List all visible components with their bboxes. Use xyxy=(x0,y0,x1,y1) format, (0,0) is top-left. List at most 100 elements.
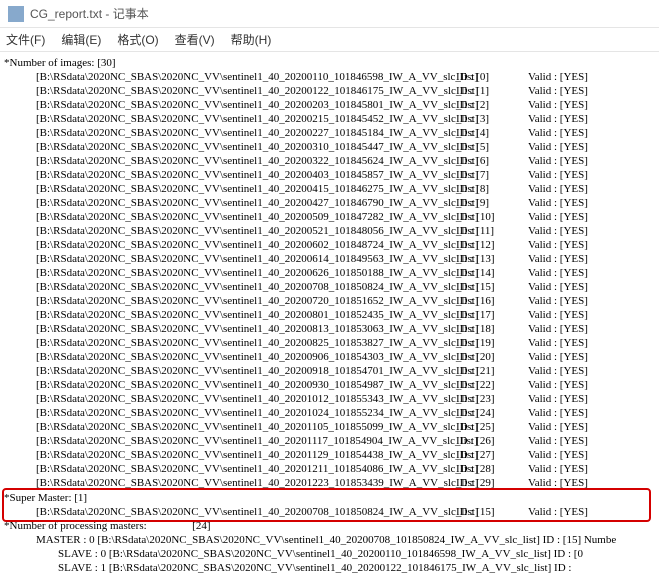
notepad-icon xyxy=(8,6,24,22)
image-path: [B:\RSdata\2020NC_SBAS\2020NC_VV\sentine… xyxy=(4,112,456,126)
image-row: [B:\RSdata\2020NC_SBAS\2020NC_VV\sentine… xyxy=(4,364,655,378)
image-path: [B:\RSdata\2020NC_SBAS\2020NC_VV\sentine… xyxy=(4,126,456,140)
num-images-value: [30] xyxy=(97,57,115,69)
image-id: ID : [21] xyxy=(456,364,528,378)
image-id: ID : [7] xyxy=(456,168,528,182)
image-id: ID : [24] xyxy=(456,406,528,420)
image-valid: Valid : [YES] xyxy=(528,505,588,519)
menu-help[interactable]: 帮助(H) xyxy=(231,31,272,48)
image-row: [B:\RSdata\2020NC_SBAS\2020NC_VV\sentine… xyxy=(4,196,655,210)
image-path: [B:\RSdata\2020NC_SBAS\2020NC_VV\sentine… xyxy=(4,98,456,112)
image-row: [B:\RSdata\2020NC_SBAS\2020NC_VV\sentine… xyxy=(4,112,655,126)
super-master-line: *Super Master: [1] xyxy=(4,491,655,505)
image-valid: Valid : [YES] xyxy=(528,70,588,84)
image-id: ID : [19] xyxy=(456,336,528,350)
image-path: [B:\RSdata\2020NC_SBAS\2020NC_VV\sentine… xyxy=(4,294,456,308)
image-row: [B:\RSdata\2020NC_SBAS\2020NC_VV\sentine… xyxy=(4,392,655,406)
image-id: ID : [23] xyxy=(456,392,528,406)
menu-file[interactable]: 文件(F) xyxy=(6,31,45,48)
image-path: [B:\RSdata\2020NC_SBAS\2020NC_VV\sentine… xyxy=(4,84,456,98)
image-valid: Valid : [YES] xyxy=(528,168,588,182)
image-path: [B:\RSdata\2020NC_SBAS\2020NC_VV\sentine… xyxy=(4,476,456,490)
image-row: [B:\RSdata\2020NC_SBAS\2020NC_VV\sentine… xyxy=(4,462,655,476)
num-images-line: *Number of images: [30] xyxy=(4,56,655,70)
image-path: [B:\RSdata\2020NC_SBAS\2020NC_VV\sentine… xyxy=(4,224,456,238)
window-title: CG_report.txt - 记事本 xyxy=(30,5,149,22)
image-path: [B:\RSdata\2020NC_SBAS\2020NC_VV\sentine… xyxy=(4,140,456,154)
image-row: [B:\RSdata\2020NC_SBAS\2020NC_VV\sentine… xyxy=(4,238,655,252)
image-id: ID : [28] xyxy=(456,462,528,476)
image-path: [B:\RSdata\2020NC_SBAS\2020NC_VV\sentine… xyxy=(4,434,456,448)
image-row: [B:\RSdata\2020NC_SBAS\2020NC_VV\sentine… xyxy=(4,182,655,196)
image-row: [B:\RSdata\2020NC_SBAS\2020NC_VV\sentine… xyxy=(4,280,655,294)
image-path: [B:\RSdata\2020NC_SBAS\2020NC_VV\sentine… xyxy=(4,378,456,392)
image-valid: Valid : [YES] xyxy=(528,476,588,490)
image-id: ID : [4] xyxy=(456,126,528,140)
image-path: [B:\RSdata\2020NC_SBAS\2020NC_VV\sentine… xyxy=(4,238,456,252)
image-row: [B:\RSdata\2020NC_SBAS\2020NC_VV\sentine… xyxy=(4,420,655,434)
image-row: [B:\RSdata\2020NC_SBAS\2020NC_VV\sentine… xyxy=(4,378,655,392)
image-path: [B:\RSdata\2020NC_SBAS\2020NC_VV\sentine… xyxy=(4,182,456,196)
image-id: ID : [12] xyxy=(456,238,528,252)
image-id: ID : [25] xyxy=(456,420,528,434)
image-id: ID : [10] xyxy=(456,210,528,224)
slave-0-line: SLAVE : 0 [B:\RSdata\2020NC_SBAS\2020NC_… xyxy=(4,547,655,561)
image-id: ID : [11] xyxy=(456,224,528,238)
image-row: [B:\RSdata\2020NC_SBAS\2020NC_VV\sentine… xyxy=(4,505,655,519)
image-id: ID : [17] xyxy=(456,308,528,322)
image-path: [B:\RSdata\2020NC_SBAS\2020NC_VV\sentine… xyxy=(4,350,456,364)
image-row: [B:\RSdata\2020NC_SBAS\2020NC_VV\sentine… xyxy=(4,210,655,224)
image-valid: Valid : [YES] xyxy=(528,98,588,112)
image-row: [B:\RSdata\2020NC_SBAS\2020NC_VV\sentine… xyxy=(4,322,655,336)
num-proc-label: *Number of processing masters: xyxy=(4,520,147,532)
super-master-row: [B:\RSdata\2020NC_SBAS\2020NC_VV\sentine… xyxy=(4,505,655,519)
image-valid: Valid : [YES] xyxy=(528,336,588,350)
image-valid: Valid : [YES] xyxy=(528,238,588,252)
image-row: [B:\RSdata\2020NC_SBAS\2020NC_VV\sentine… xyxy=(4,140,655,154)
image-path: [B:\RSdata\2020NC_SBAS\2020NC_VV\sentine… xyxy=(4,322,456,336)
image-row: [B:\RSdata\2020NC_SBAS\2020NC_VV\sentine… xyxy=(4,308,655,322)
image-row: [B:\RSdata\2020NC_SBAS\2020NC_VV\sentine… xyxy=(4,126,655,140)
super-master-label: *Super Master: xyxy=(4,492,72,504)
image-row: [B:\RSdata\2020NC_SBAS\2020NC_VV\sentine… xyxy=(4,294,655,308)
image-valid: Valid : [YES] xyxy=(528,126,588,140)
image-id: ID : [2] xyxy=(456,98,528,112)
image-row: [B:\RSdata\2020NC_SBAS\2020NC_VV\sentine… xyxy=(4,252,655,266)
image-row: [B:\RSdata\2020NC_SBAS\2020NC_VV\sentine… xyxy=(4,336,655,350)
image-id: ID : [13] xyxy=(456,252,528,266)
super-master-count: [1] xyxy=(74,492,87,504)
image-path: [B:\RSdata\2020NC_SBAS\2020NC_VV\sentine… xyxy=(4,462,456,476)
image-valid: Valid : [YES] xyxy=(528,112,588,126)
menu-edit[interactable]: 编辑(E) xyxy=(61,31,101,48)
image-valid: Valid : [YES] xyxy=(528,294,588,308)
image-row: [B:\RSdata\2020NC_SBAS\2020NC_VV\sentine… xyxy=(4,434,655,448)
menu-format[interactable]: 格式(O) xyxy=(117,31,158,48)
num-images-label: *Number of images: xyxy=(4,57,94,69)
image-id: ID : [5] xyxy=(456,140,528,154)
image-valid: Valid : [YES] xyxy=(528,406,588,420)
image-valid: Valid : [YES] xyxy=(528,364,588,378)
image-valid: Valid : [YES] xyxy=(528,252,588,266)
image-valid: Valid : [YES] xyxy=(528,448,588,462)
image-id: ID : [1] xyxy=(456,84,528,98)
image-valid: Valid : [YES] xyxy=(528,280,588,294)
menu-view[interactable]: 查看(V) xyxy=(175,31,215,48)
image-path: [B:\RSdata\2020NC_SBAS\2020NC_VV\sentine… xyxy=(4,406,456,420)
image-row: [B:\RSdata\2020NC_SBAS\2020NC_VV\sentine… xyxy=(4,266,655,280)
image-path: [B:\RSdata\2020NC_SBAS\2020NC_VV\sentine… xyxy=(4,448,456,462)
image-id: ID : [14] xyxy=(456,266,528,280)
image-valid: Valid : [YES] xyxy=(528,140,588,154)
image-valid: Valid : [YES] xyxy=(528,224,588,238)
image-path: [B:\RSdata\2020NC_SBAS\2020NC_VV\sentine… xyxy=(4,420,456,434)
image-id: ID : [29] xyxy=(456,476,528,490)
image-id: ID : [0] xyxy=(456,70,528,84)
image-path: [B:\RSdata\2020NC_SBAS\2020NC_VV\sentine… xyxy=(4,266,456,280)
menu-bar: 文件(F) 编辑(E) 格式(O) 查看(V) 帮助(H) xyxy=(0,28,659,52)
image-id: ID : [6] xyxy=(456,154,528,168)
num-proc-line: *Number of processing masters: [24] xyxy=(4,519,655,533)
image-path: [B:\RSdata\2020NC_SBAS\2020NC_VV\sentine… xyxy=(4,308,456,322)
image-row: [B:\RSdata\2020NC_SBAS\2020NC_VV\sentine… xyxy=(4,476,655,490)
image-valid: Valid : [YES] xyxy=(528,322,588,336)
text-content[interactable]: *Number of images: [30] [B:\RSdata\2020N… xyxy=(0,52,659,575)
image-valid: Valid : [YES] xyxy=(528,154,588,168)
